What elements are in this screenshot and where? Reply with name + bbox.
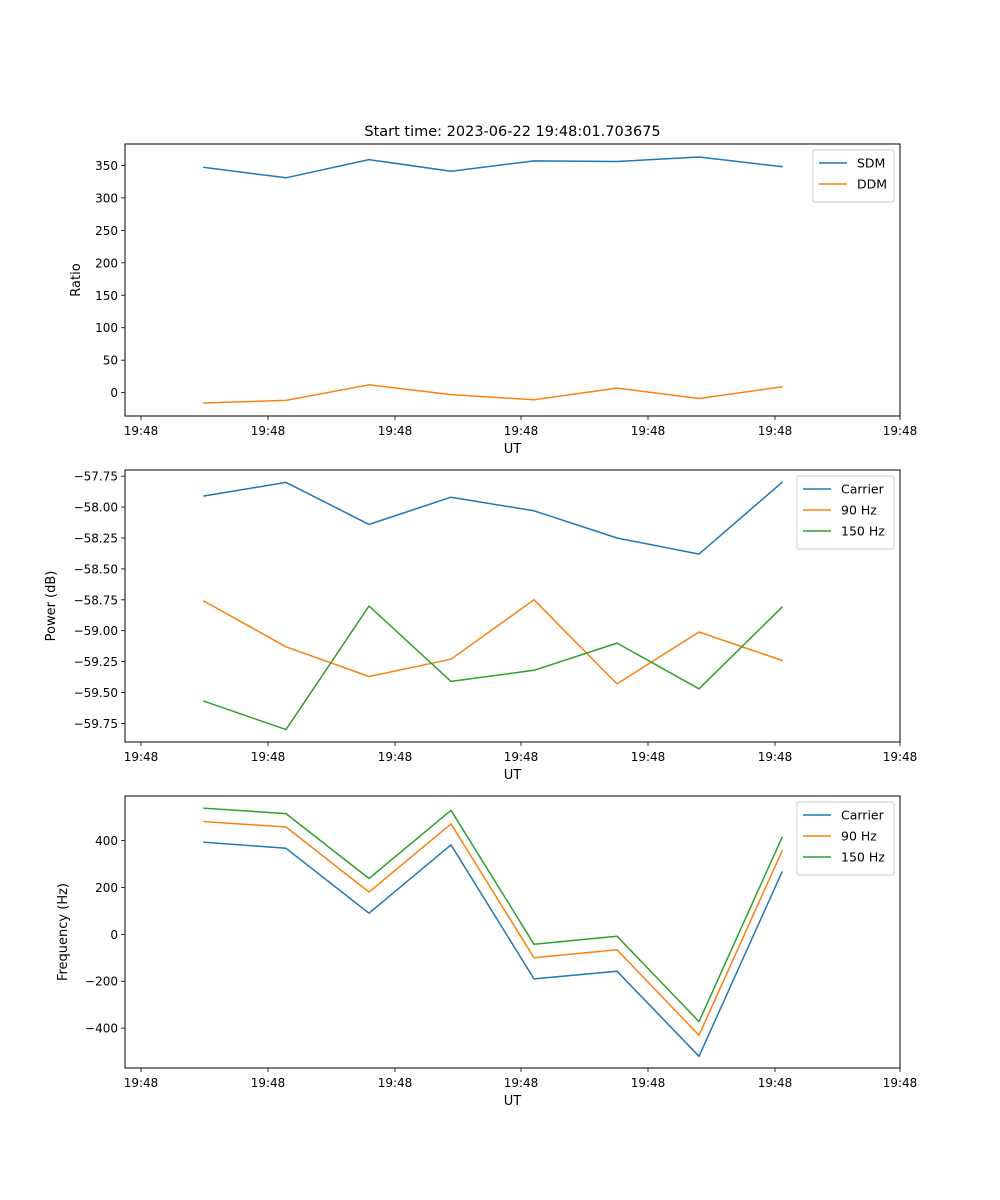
figure-title: Start time: 2023-06-22 19:48:01.703675 [364, 124, 660, 140]
y-tick-label: 0 [110, 928, 118, 942]
x-axis-label: UT [504, 1094, 522, 1109]
y-tick-label: −200 [85, 975, 118, 989]
x-tick-label: 19:48 [758, 1076, 793, 1090]
legend: Carrier 90 Hz 150 Hz [796, 801, 895, 876]
x-tick-label: 19:48 [631, 1076, 666, 1090]
y-tick-label: 200 [95, 256, 118, 270]
x-tick-label: 19:48 [504, 424, 539, 438]
panel-3: 19:48 19:48 19:48 19:48 19:48 19:48 19:48 −400 −… [56, 795, 918, 1109]
y-tick-label: −58.00 [74, 501, 118, 515]
x-axis-label: UT [504, 442, 522, 457]
series-line-carrier [203, 841, 783, 1058]
legend: SDM DDM [812, 149, 895, 203]
x-tick-label: 19:48 [251, 1076, 286, 1090]
y-tick-label: 50 [103, 354, 118, 368]
y-tick-label: −400 [85, 1022, 118, 1036]
series-line-150-hz [203, 807, 783, 1023]
x-tick-label: 19:48 [631, 424, 666, 438]
y-tick-label: 100 [95, 321, 118, 335]
axes-frame [124, 795, 901, 1069]
y-tick-label: 200 [95, 881, 118, 895]
y-tick-label: −59.75 [74, 717, 118, 731]
x-tick-label: 19:48 [504, 750, 539, 764]
y-tick-label: −58.75 [74, 593, 118, 607]
axes-frame [124, 143, 901, 417]
series-line-sdm [203, 156, 783, 179]
x-tick-label: 19:48 [124, 750, 159, 764]
x-tick-label: 19:48 [251, 424, 286, 438]
series-line-90-hz [203, 820, 783, 1036]
x-tick-label: 19:48 [883, 750, 918, 764]
y-tick-label: −57.75 [74, 470, 118, 484]
y-tick-label: −59.25 [74, 655, 118, 669]
y-tick-label: 400 [95, 834, 118, 848]
panel-2: 19:48 19:48 19:48 19:48 19:48 19:48 19:48 −59.7… [44, 469, 918, 783]
axes-frame [124, 469, 901, 743]
series-line-150-hz [203, 605, 784, 731]
y-tick-label: 350 [95, 159, 118, 173]
panels: 19:48 19:48 19:48 19:48 19:48 19:48 19:48 0 50 10… [44, 143, 918, 1109]
panel-1: 19:48 19:48 19:48 19:48 19:48 19:48 19:48 0 50 10… [69, 143, 918, 457]
y-tick-label: 0 [110, 386, 118, 400]
legend: Carrier 90 Hz 150 Hz [796, 475, 895, 550]
x-tick-label: 19:48 [378, 424, 413, 438]
legend-label: DDM [857, 177, 887, 192]
legend-label: 150 Hz [841, 524, 885, 539]
x-tick-label: 19:48 [378, 1076, 413, 1090]
y-tick-label: −59.50 [74, 686, 118, 700]
x-tick-label: 19:48 [758, 750, 793, 764]
y-tick-label: 300 [95, 191, 118, 205]
legend-label: 90 Hz [841, 503, 877, 518]
y-tick-label: 150 [95, 289, 118, 303]
legend-label: 90 Hz [841, 829, 877, 844]
legend-label: Carrier [841, 482, 885, 497]
y-tick-label: −59.00 [74, 624, 118, 638]
x-tick-label: 19:48 [124, 1076, 159, 1090]
y-tick-label: −58.25 [74, 532, 118, 546]
legend-label: SDM [857, 156, 885, 171]
x-tick-label: 19:48 [378, 750, 413, 764]
x-tick-label: 19:48 [883, 1076, 918, 1090]
legend-label: 150 Hz [841, 850, 885, 865]
x-tick-label: 19:48 [504, 1076, 539, 1090]
x-tick-label: 19:48 [758, 424, 793, 438]
y-axis-label: Ratio [69, 263, 84, 296]
x-tick-label: 19:48 [124, 424, 159, 438]
x-tick-label: 19:48 [251, 750, 286, 764]
x-tick-label: 19:48 [883, 424, 918, 438]
series-line-90-hz [202, 599, 783, 685]
y-tick-label: 250 [95, 224, 118, 238]
y-axis-label: Frequency (Hz) [56, 883, 71, 981]
series-line-ddm [203, 384, 783, 404]
y-tick-label: −58.50 [74, 562, 118, 576]
x-axis-label: UT [504, 768, 522, 783]
x-tick-label: 19:48 [631, 750, 666, 764]
legend-label: Carrier [841, 808, 885, 823]
y-axis-label: Power (dB) [44, 571, 59, 642]
series-line-carrier [203, 481, 784, 555]
